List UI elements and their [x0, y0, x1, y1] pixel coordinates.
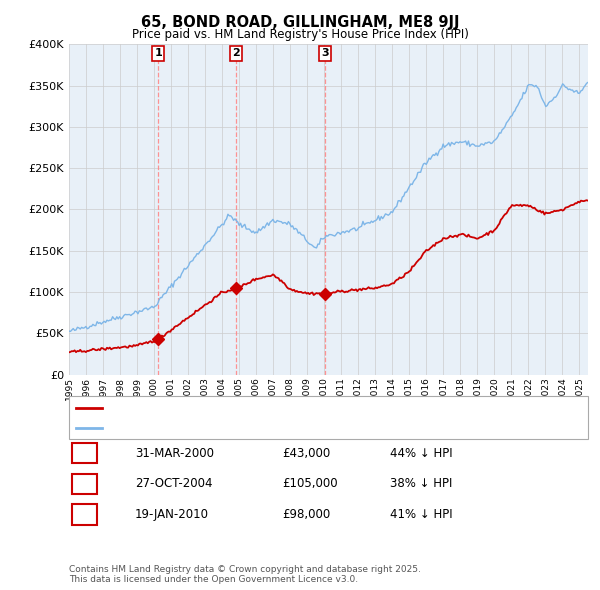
Text: 65, BOND ROAD, GILLINGHAM, ME8 9JJ: 65, BOND ROAD, GILLINGHAM, ME8 9JJ — [141, 15, 459, 30]
Text: Contains HM Land Registry data © Crown copyright and database right 2025.
This d: Contains HM Land Registry data © Crown c… — [69, 565, 421, 584]
Text: 1: 1 — [80, 447, 89, 460]
Text: 3: 3 — [321, 48, 329, 58]
Text: 41% ↓ HPI: 41% ↓ HPI — [390, 508, 452, 521]
Text: Price paid vs. HM Land Registry's House Price Index (HPI): Price paid vs. HM Land Registry's House … — [131, 28, 469, 41]
Text: 1: 1 — [154, 48, 162, 58]
Text: £43,000: £43,000 — [282, 447, 330, 460]
Text: 38% ↓ HPI: 38% ↓ HPI — [390, 477, 452, 490]
Text: 65, BOND ROAD, GILLINGHAM, ME8 9JJ (semi-detached house): 65, BOND ROAD, GILLINGHAM, ME8 9JJ (semi… — [106, 403, 431, 412]
Text: £98,000: £98,000 — [282, 508, 330, 521]
Text: 19-JAN-2010: 19-JAN-2010 — [135, 508, 209, 521]
Text: 2: 2 — [232, 48, 240, 58]
Text: HPI: Average price, semi-detached house, Medway: HPI: Average price, semi-detached house,… — [106, 424, 371, 433]
Text: 27-OCT-2004: 27-OCT-2004 — [135, 477, 212, 490]
Text: 2: 2 — [80, 477, 89, 490]
Text: 44% ↓ HPI: 44% ↓ HPI — [390, 447, 452, 460]
Text: 3: 3 — [80, 508, 89, 521]
Text: £105,000: £105,000 — [282, 477, 338, 490]
Text: 31-MAR-2000: 31-MAR-2000 — [135, 447, 214, 460]
